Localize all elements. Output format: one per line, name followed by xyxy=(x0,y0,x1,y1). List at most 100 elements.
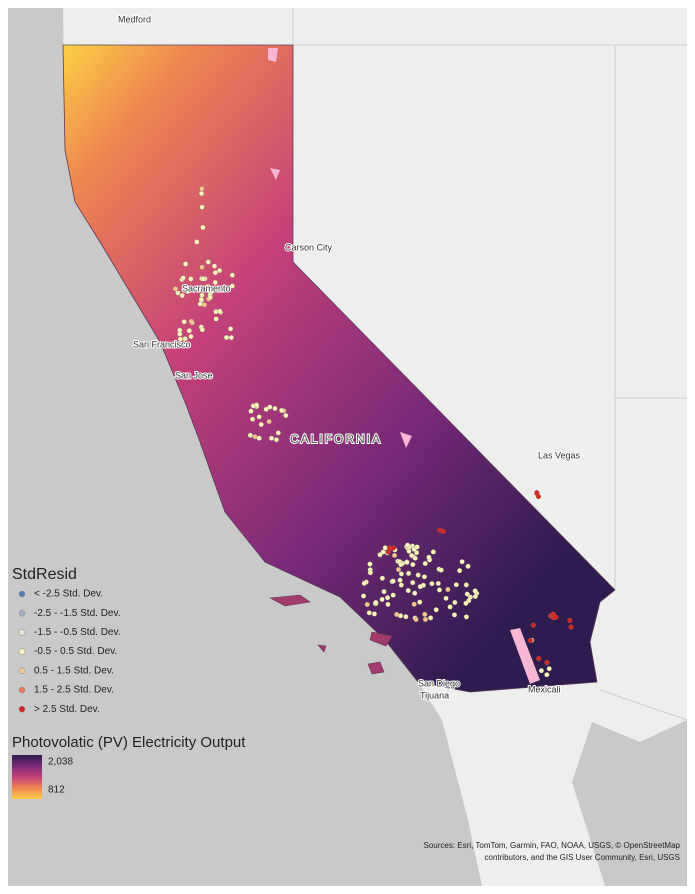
point xyxy=(397,577,403,583)
legend-swatch xyxy=(18,609,26,617)
point xyxy=(181,319,187,325)
point xyxy=(403,614,409,620)
point xyxy=(472,594,478,600)
point xyxy=(472,588,478,594)
point xyxy=(212,270,218,276)
point xyxy=(553,614,559,620)
point xyxy=(198,297,204,303)
point xyxy=(538,668,544,674)
legend-panel xyxy=(8,560,208,860)
point xyxy=(417,584,423,590)
point xyxy=(254,402,260,408)
point xyxy=(435,580,441,587)
point xyxy=(394,611,400,618)
point xyxy=(544,672,550,678)
point xyxy=(200,276,206,282)
place-label: CALIFORNIA xyxy=(290,432,382,446)
point xyxy=(367,570,373,576)
point xyxy=(392,552,398,558)
point xyxy=(248,408,254,414)
point xyxy=(535,493,542,500)
point xyxy=(410,561,416,568)
point xyxy=(179,292,185,299)
legend-label: -2.5 - -1.5 Std. Dev. xyxy=(34,608,121,619)
points xyxy=(172,186,574,678)
point xyxy=(381,589,387,595)
point xyxy=(409,552,415,559)
place-label: San Diego xyxy=(418,678,460,688)
point xyxy=(430,549,436,555)
point xyxy=(536,655,542,662)
point xyxy=(412,590,418,596)
point xyxy=(447,604,453,610)
point xyxy=(527,637,533,644)
point xyxy=(443,595,449,601)
point xyxy=(199,204,205,210)
point xyxy=(382,545,388,551)
point xyxy=(188,276,194,282)
point xyxy=(194,239,200,245)
point xyxy=(268,435,275,441)
point xyxy=(199,327,205,333)
point xyxy=(404,542,411,548)
point xyxy=(201,302,207,308)
point xyxy=(415,572,421,578)
point xyxy=(568,624,574,630)
point xyxy=(199,264,205,270)
point xyxy=(373,599,379,606)
legend-swatch xyxy=(18,629,26,636)
legend-label: -1.5 - -0.5 Std. Dev. xyxy=(34,627,121,638)
point xyxy=(207,294,213,301)
place-label: Carson City xyxy=(285,242,333,252)
borders xyxy=(292,8,688,721)
point xyxy=(273,437,279,443)
legend-label: 1.5 - 2.5 Std. Dev. xyxy=(34,685,114,696)
point xyxy=(361,580,367,586)
point xyxy=(440,528,446,534)
attribution: contributors, and the GIS User Community… xyxy=(485,853,680,862)
legend-label: > 2.5 Std. Dev. xyxy=(34,704,100,715)
point xyxy=(385,601,391,607)
place-label: Tijuana xyxy=(420,690,449,700)
point xyxy=(263,406,269,412)
point xyxy=(385,595,391,601)
place-label: San Francisco xyxy=(133,339,191,349)
point xyxy=(567,617,573,624)
point xyxy=(212,279,218,286)
point xyxy=(457,568,463,574)
point xyxy=(414,544,420,550)
point xyxy=(371,611,377,617)
point xyxy=(183,261,189,267)
point xyxy=(250,416,256,422)
point xyxy=(197,301,203,307)
point xyxy=(417,599,423,605)
legend-label: 0.5 - 1.5 Std. Dev. xyxy=(34,665,114,676)
point xyxy=(421,574,427,580)
point xyxy=(266,419,272,425)
point xyxy=(544,660,550,666)
point xyxy=(422,560,428,567)
point xyxy=(463,614,469,620)
point xyxy=(366,610,372,616)
point xyxy=(283,413,289,419)
point xyxy=(411,601,417,607)
lakes xyxy=(268,48,540,684)
point xyxy=(275,430,281,436)
point xyxy=(379,596,385,603)
point xyxy=(229,283,235,289)
point xyxy=(188,333,194,340)
point xyxy=(452,599,458,606)
point xyxy=(412,555,418,561)
point xyxy=(228,335,234,341)
point xyxy=(272,405,278,412)
islands xyxy=(268,594,393,675)
point xyxy=(422,616,428,622)
point xyxy=(413,616,419,622)
point xyxy=(390,545,396,551)
gradient-min: 812 xyxy=(48,785,65,796)
point xyxy=(377,552,383,558)
point xyxy=(404,559,410,565)
point xyxy=(464,591,470,597)
point xyxy=(367,561,373,567)
legend-title: StdResid xyxy=(12,566,77,583)
